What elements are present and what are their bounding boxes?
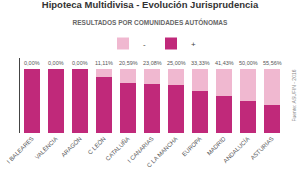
svg-text:C LA MANCHA: C LA MANCHA (146, 136, 179, 169)
svg-text:ANDALUCÍA: ANDALUCÍA (222, 136, 251, 165)
svg-text:55,56%: 55,56% (263, 60, 282, 66)
svg-text:0,00%: 0,00% (72, 60, 88, 66)
svg-text:25,00%: 25,00% (167, 60, 186, 66)
svg-text:ASTURIAS: ASTURIAS (249, 136, 274, 161)
svg-text:Hipoteca Multidivisa - Evoluci: Hipoteca Multidivisa - Evolución Jurispr… (42, 0, 259, 10)
svg-text:Fuente: ASUFIN - 2016: Fuente: ASUFIN - 2016 (291, 69, 297, 121)
svg-text:20,59%: 20,59% (119, 60, 138, 66)
svg-text:-: - (143, 40, 146, 49)
svg-text:I BALEARES: I BALEARES (6, 136, 35, 165)
svg-text:50,00%: 50,00% (239, 60, 258, 66)
svg-text:ARAGÓN: ARAGÓN (60, 136, 83, 159)
svg-text:0,00%: 0,00% (48, 60, 64, 66)
svg-text:CATALUÑA: CATALUÑA (105, 136, 131, 162)
svg-text:33,33%: 33,33% (191, 60, 210, 66)
svg-text:41,43%: 41,43% (215, 60, 234, 66)
svg-text:+: + (191, 40, 196, 49)
svg-text:EUROPA: EUROPA (181, 136, 203, 158)
svg-text:C LEÓN: C LEÓN (87, 136, 107, 156)
svg-text:0,00%: 0,00% (24, 60, 40, 66)
svg-text:RESULTADOS POR COMUNIDADES AUT: RESULTADOS POR COMUNIDADES AUTÓNOMAS (73, 18, 228, 26)
svg-text:23,08%: 23,08% (143, 60, 162, 66)
svg-text:MADRID: MADRID (206, 135, 227, 156)
svg-text:VALÈNCIA: VALÈNCIA (34, 136, 59, 161)
svg-text:11,11%: 11,11% (95, 60, 113, 66)
svg-text:I CANARIAS: I CANARIAS (127, 136, 155, 164)
